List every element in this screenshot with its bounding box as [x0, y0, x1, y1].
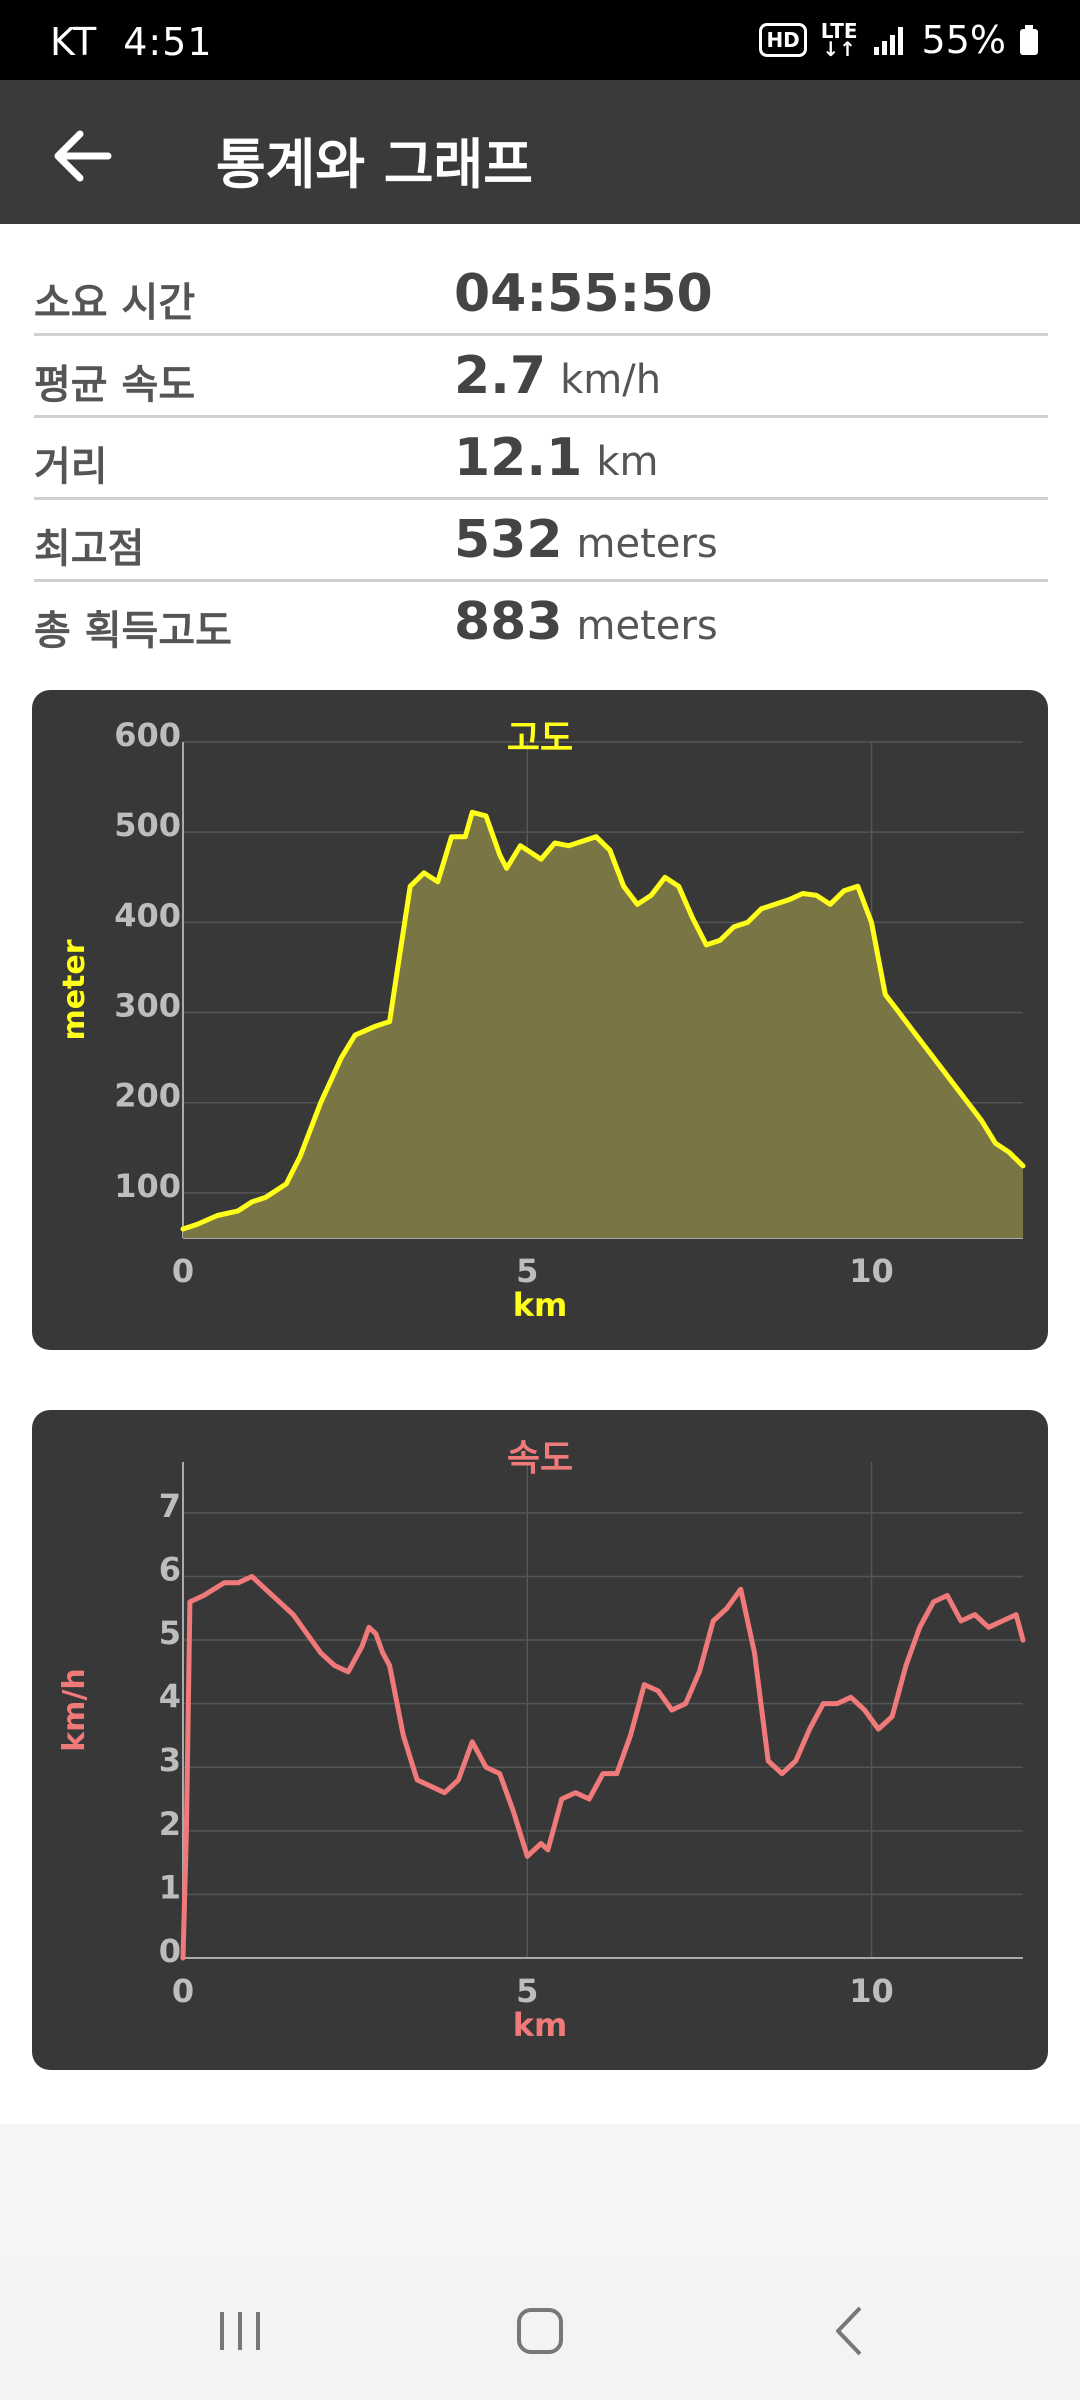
hd-voice-icon: HD [759, 23, 807, 57]
stat-value: 532 meters [454, 510, 718, 570]
y-tick-label: 7 [159, 1487, 181, 1525]
series-line [180, 809, 1026, 1232]
recents-button[interactable] [190, 2286, 290, 2376]
status-right: HD LTE ↓↑ 55% [759, 18, 1038, 62]
speed-chart: 0 5 10 0 1 2 3 4 5 6 7 속도 km km/h [32, 1410, 1048, 2070]
y-tick-label: 500 [114, 806, 181, 844]
y-tick-label: 200 [114, 1077, 181, 1115]
stat-value: 12.1 km [454, 428, 658, 488]
status-left: KT 4:51 [50, 20, 239, 64]
x-tick-label: 0 [172, 1252, 194, 1290]
stat-number: 04:55:50 [454, 264, 713, 324]
chart-title: 속도 [507, 1438, 573, 1479]
y-tick-label: 600 [114, 716, 181, 754]
chart-title: 고도 [507, 718, 573, 759]
x-axis-label: km [513, 1286, 568, 1324]
y-tick-label: 0 [159, 1932, 181, 1970]
app-bar: 통계와 그래프 [0, 80, 1080, 224]
speed-chart-svg: 0 5 10 0 1 2 3 4 5 6 7 속도 km km/h [57, 1438, 1026, 2044]
back-nav-button[interactable] [800, 2286, 900, 2376]
stat-unit: meters [576, 603, 718, 649]
recents-icon [220, 2312, 260, 2350]
stat-number: 12.1 [454, 428, 583, 488]
altitude-chart: 0 5 10 100 200 300 400 500 600 고도 km meter [32, 690, 1048, 1350]
series-area [183, 812, 1023, 1238]
stat-number: 2.7 [454, 346, 547, 406]
stat-number: 532 [454, 510, 563, 570]
home-icon [517, 2308, 563, 2354]
series-line [180, 1574, 1026, 1961]
page-title: 통계와 그래프 [216, 133, 533, 196]
y-tick-label: 300 [114, 987, 181, 1025]
status-bar: KT 4:51 HD LTE ↓↑ 55% [0, 0, 1080, 80]
y-axis-label: km/h [57, 1668, 92, 1752]
stat-number: 883 [454, 592, 563, 652]
content: 소요 시간 04:55:50 평균 속도 2.7 km/h 거리 12.1 km 최… [0, 224, 1080, 2124]
chevron-left-icon [836, 2306, 862, 2356]
stat-unit: km/h [560, 357, 662, 403]
stat-value: 04:55:50 [454, 264, 713, 324]
stat-row-max-altitude: 최고점 532 meters [34, 500, 1048, 582]
x-tick-label: 0 [172, 1972, 194, 2010]
y-tick-label: 3 [159, 1741, 181, 1779]
stat-unit: km [596, 439, 659, 485]
x-tick-label: 5 [516, 1252, 538, 1290]
x-tick-label: 10 [849, 1972, 894, 2010]
y-tick-label: 400 [114, 896, 181, 934]
stat-label: 최고점 [34, 526, 145, 572]
clock: 4:51 [123, 20, 213, 64]
arrow-left-icon [54, 130, 112, 182]
stat-label: 총 획득고도 [34, 608, 232, 654]
y-tick-label: 6 [159, 1550, 181, 1588]
carrier-label: KT [50, 20, 98, 64]
y-tick-label: 2 [159, 1805, 181, 1843]
signal-icon [872, 25, 908, 55]
stat-row-duration: 소요 시간 04:55:50 [34, 254, 1048, 336]
stat-value: 2.7 km/h [454, 346, 661, 406]
stat-label: 평균 속도 [34, 362, 196, 408]
stat-label: 거리 [34, 444, 108, 490]
back-button[interactable] [40, 112, 128, 200]
x-axis-label: km [513, 2006, 568, 2044]
stat-row-total-ascent: 총 획득고도 883 meters [34, 582, 1048, 661]
altitude-chart-svg: 0 5 10 100 200 300 400 500 600 고도 km meter [57, 716, 1026, 1324]
stat-unit: meters [576, 521, 718, 567]
y-tick-label: 4 [159, 1678, 181, 1716]
stat-row-distance: 거리 12.1 km [34, 418, 1048, 500]
y-tick-label: 5 [159, 1614, 181, 1652]
y-tick-label: 100 [114, 1167, 181, 1205]
network-type: LTE [820, 19, 858, 43]
y-tick-label: 1 [159, 1868, 181, 1906]
navigation-bar [0, 2256, 1080, 2400]
y-axis-label: meter [57, 939, 92, 1040]
stat-value: 883 meters [454, 592, 718, 652]
battery-icon [1020, 25, 1038, 55]
battery-percent: 55% [921, 18, 1006, 62]
stats-table: 소요 시간 04:55:50 평균 속도 2.7 km/h 거리 12.1 km 최… [34, 254, 1048, 661]
x-tick-label: 10 [849, 1252, 894, 1290]
stat-row-avg-speed: 평균 속도 2.7 km/h [34, 336, 1048, 418]
home-button[interactable] [490, 2286, 590, 2376]
stat-label: 소요 시간 [34, 280, 196, 326]
x-tick-label: 5 [516, 1972, 538, 2010]
lte-icon: LTE ↓↑ [820, 19, 858, 61]
